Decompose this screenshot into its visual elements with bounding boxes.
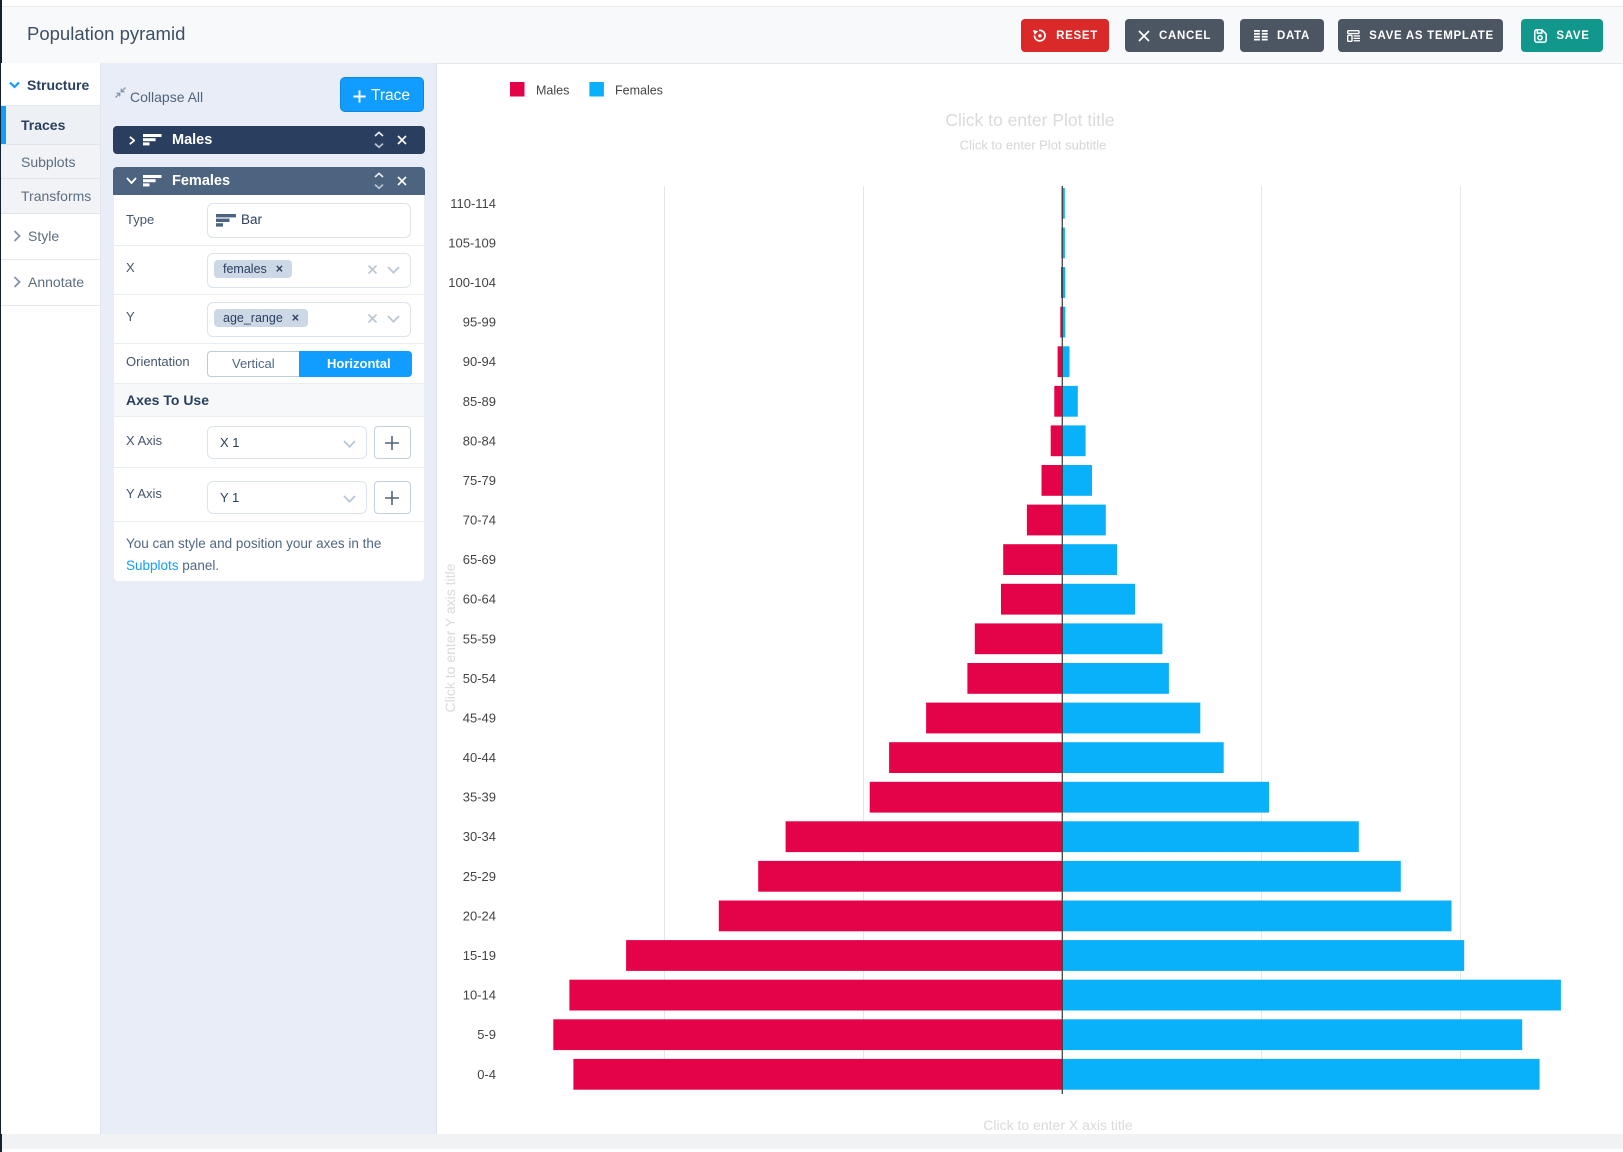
svg-text:0-4: 0-4 [477,1067,496,1082]
svg-text:45-49: 45-49 [463,711,496,726]
svg-text:20-24: 20-24 [463,908,496,923]
svg-text:110-114: 110-114 [450,196,496,211]
svg-text:50-54: 50-54 [463,671,496,686]
svg-text:65-69: 65-69 [463,552,496,567]
svg-text:10-14: 10-14 [463,988,496,1003]
svg-text:60-64: 60-64 [463,592,496,607]
svg-text:35-39: 35-39 [463,790,496,805]
svg-text:Click to enter Plot title: Click to enter Plot title [945,110,1114,130]
svg-text:5-9: 5-9 [477,1027,496,1042]
svg-text:Click to enter Plot subtitle: Click to enter Plot subtitle [960,138,1107,153]
svg-text:15-19: 15-19 [463,948,496,963]
svg-text:85-89: 85-89 [463,394,496,409]
svg-text:30-34: 30-34 [463,829,496,844]
svg-text:70-74: 70-74 [463,513,496,528]
svg-text:55-59: 55-59 [463,631,496,646]
svg-text:105-109: 105-109 [448,235,496,250]
svg-text:Males: Males [536,84,569,98]
svg-text:80-84: 80-84 [463,433,496,448]
svg-text:90-94: 90-94 [463,354,496,369]
svg-text:Click to enter X axis title: Click to enter X axis title [983,1117,1133,1133]
svg-text:95-99: 95-99 [463,315,496,330]
svg-text:100-104: 100-104 [448,275,496,290]
svg-text:Click to enter Y axis title: Click to enter Y axis title [442,563,458,712]
svg-text:75-79: 75-79 [463,473,496,488]
svg-text:Females: Females [615,84,663,98]
svg-text:25-29: 25-29 [463,869,496,884]
svg-text:40-44: 40-44 [463,750,496,765]
